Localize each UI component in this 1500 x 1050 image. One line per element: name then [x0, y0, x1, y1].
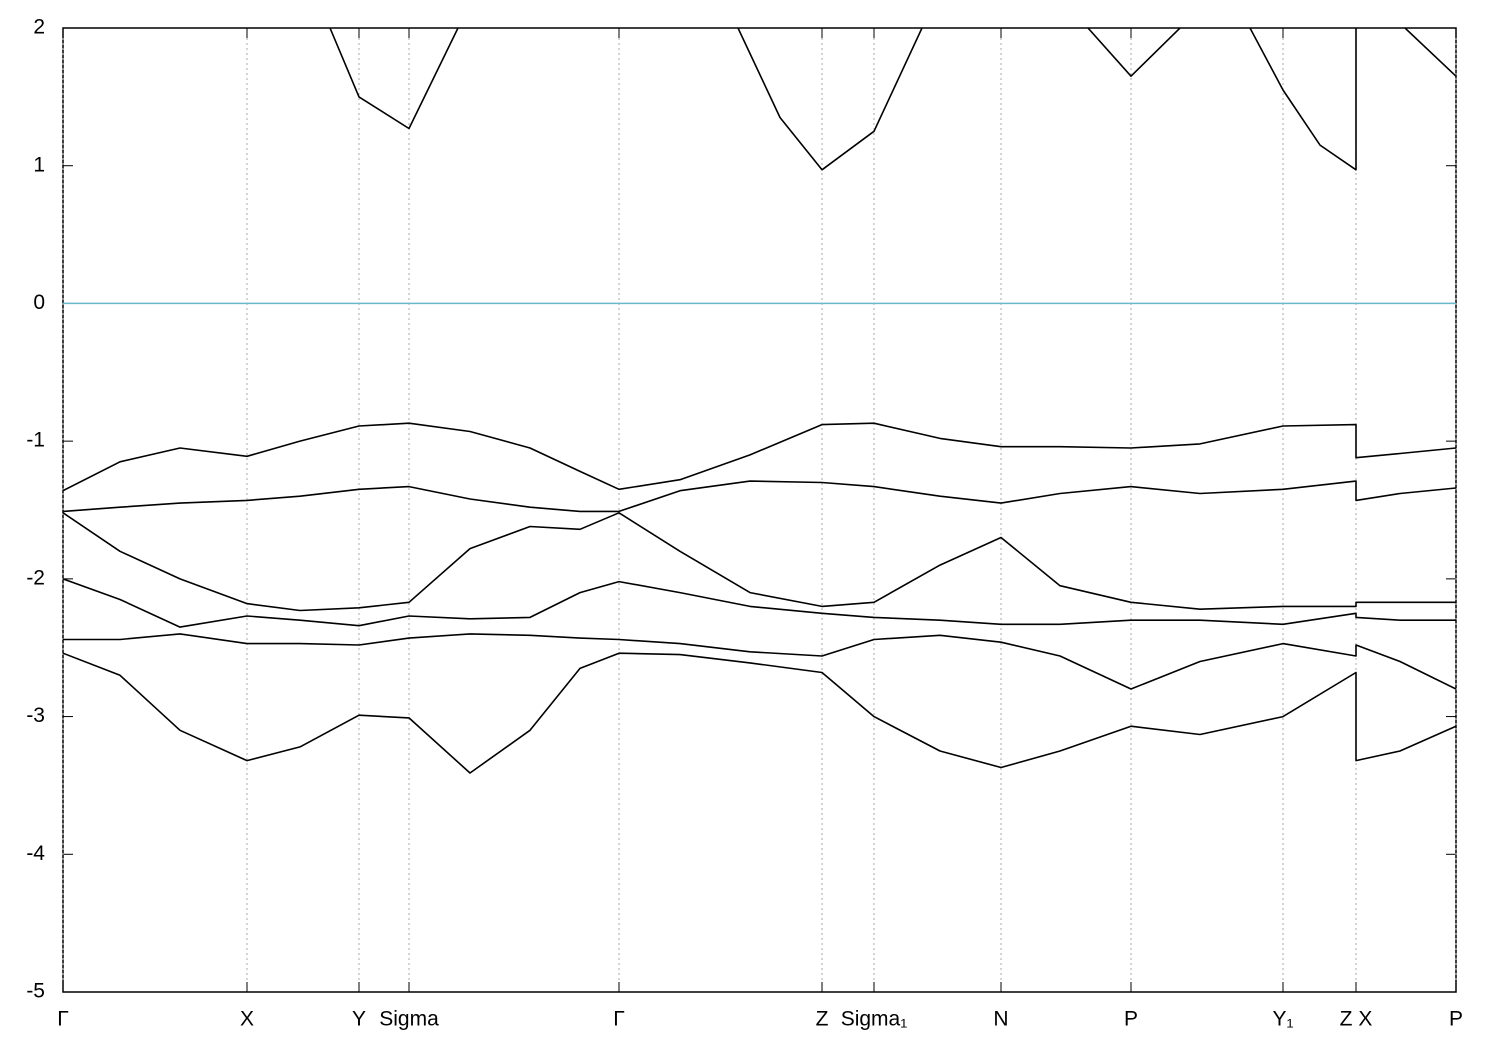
x-tick-label: Y: [352, 1008, 366, 1031]
band-line: [63, 633, 1456, 690]
band-line: [63, 578, 1456, 628]
x-tick-label: P: [1449, 1008, 1463, 1031]
y-tick-label: -4: [26, 842, 45, 865]
x-tick-label: Sigma₁: [841, 1008, 908, 1031]
y-tick-label: 1: [33, 153, 45, 176]
x-tick-label: Z: [816, 1008, 829, 1031]
y-tick-label: 0: [33, 291, 45, 314]
x-tick-label: N: [993, 1008, 1008, 1031]
x-tick-label: Y₁: [1272, 1008, 1293, 1031]
plot-frame: [62, 27, 1457, 993]
plot-area: [63, 28, 1456, 774]
x-tick-label: Γ: [613, 1008, 625, 1031]
x-tick-label: Sigma: [379, 1008, 439, 1031]
x-tick-label: Γ: [57, 1008, 69, 1031]
y-tick-label: 2: [33, 16, 45, 39]
band-line: [63, 652, 1456, 774]
band-line: [63, 511, 1456, 612]
y-tick-label: -1: [26, 429, 45, 452]
y-tick-label: -2: [26, 566, 45, 589]
band-line: [63, 422, 1456, 492]
x-tick-label: P: [1124, 1008, 1138, 1031]
x-tick-label: Z X: [1340, 1008, 1373, 1031]
band-line: [63, 480, 1456, 513]
x-tick-label: X: [240, 1008, 254, 1031]
y-tick-label: -5: [26, 980, 45, 1003]
y-tick-label: -3: [26, 704, 45, 727]
band-line: [329, 28, 1456, 171]
